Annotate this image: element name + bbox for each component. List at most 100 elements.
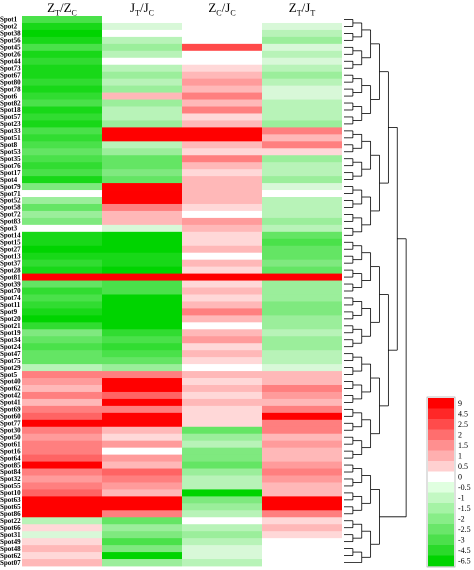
- row-label: Spot10: [0, 489, 21, 497]
- heatmap-cell: [182, 510, 262, 518]
- heatmap-cell: [22, 559, 102, 567]
- row-label: Spot57: [0, 113, 21, 121]
- heatmap-cell: [102, 176, 182, 184]
- heatmap-cell: [102, 294, 182, 302]
- heatmap-cell: [182, 99, 262, 107]
- heatmap-cell: [182, 43, 262, 52]
- heatmap-cell: [182, 426, 262, 435]
- heatmap-cell: [262, 29, 342, 38]
- heatmap-cell: [182, 183, 262, 191]
- heatmap-cell: [102, 552, 182, 560]
- heatmap-cell: [102, 22, 182, 31]
- heatmap-cell: [22, 294, 102, 302]
- row-label: Spot62: [0, 552, 21, 560]
- legend-swatch: [428, 534, 454, 546]
- row-label: Spot6: [0, 92, 18, 100]
- row-label: Spot5: [0, 371, 18, 379]
- col3-main2: J: [225, 0, 231, 15]
- heatmap-cell: [22, 252, 102, 261]
- row-label: Spot70: [0, 287, 21, 295]
- row-label: Spot80: [0, 78, 21, 86]
- heatmap-cell: [102, 210, 182, 219]
- heatmap-cell: [262, 210, 342, 219]
- heatmap-cell: [102, 524, 182, 532]
- heatmap-cell: [102, 245, 182, 254]
- row-label: Spot74: [0, 294, 21, 302]
- heatmap-cell: [182, 197, 262, 205]
- heatmap-cell: [102, 127, 182, 135]
- heatmap-cell: [22, 538, 102, 546]
- heatmap-cell: [22, 440, 102, 449]
- row-label: Spot49: [0, 538, 21, 546]
- heatmap-cell: [22, 16, 102, 24]
- heatmap-cell: [262, 440, 342, 449]
- heatmap-cell: [262, 287, 342, 295]
- heatmap-cell: [262, 412, 342, 421]
- row-label: Spot8: [0, 141, 18, 149]
- heatmap-cell: [102, 134, 182, 142]
- heatmap-cell: [102, 426, 182, 435]
- heatmap-cell: [102, 461, 182, 469]
- col4-sub: T: [296, 8, 302, 18]
- heatmap-cell: [102, 322, 182, 330]
- heatmap-cell: [182, 489, 262, 497]
- heatmap-cell: [182, 29, 262, 38]
- heatmap-cell: [182, 440, 262, 449]
- heatmap-cell: [182, 531, 262, 539]
- heatmap-cell: [102, 217, 182, 226]
- heatmap-cell: [182, 496, 262, 504]
- column-header-zt-zc: ZT/ZC: [47, 0, 77, 18]
- heatmap-cell: [262, 419, 342, 428]
- row-label: Spot30: [0, 426, 21, 434]
- row-label: Spot2: [0, 23, 18, 31]
- heatmap-cell: [102, 468, 182, 476]
- heatmap-cell: [102, 545, 182, 553]
- heatmap-cell: [262, 357, 342, 365]
- heatmap-cell: [102, 447, 182, 456]
- heatmap-cell: [102, 78, 182, 87]
- heatmap-cell: [22, 336, 102, 344]
- row-label: Spot84: [0, 468, 21, 476]
- heatmap-cell: [102, 391, 182, 400]
- heatmap-cell: [182, 238, 262, 247]
- heatmap-cell: [262, 468, 342, 476]
- row-label: Spot86: [0, 510, 21, 518]
- heatmap-cell: [262, 489, 342, 497]
- heatmap-cell: [22, 22, 102, 31]
- row-label: Spot55: [0, 482, 21, 490]
- heatmap-cell: [22, 357, 102, 365]
- heatmap-cell: [262, 266, 342, 274]
- row-label: Spot82: [0, 99, 21, 107]
- heatmap-cell: [182, 224, 262, 233]
- row-label: Spot40: [0, 378, 21, 386]
- heatmap-cell: [262, 50, 342, 59]
- heatmap-cell: [182, 412, 262, 421]
- heatmap-cell: [182, 148, 262, 156]
- heatmap-cell: [262, 57, 342, 66]
- col4-main: Z: [288, 0, 297, 15]
- heatmap-cell: [262, 301, 342, 309]
- heatmap-cell: [182, 71, 262, 80]
- row-label: Spot62: [0, 385, 21, 393]
- heatmap-cell: [182, 78, 262, 87]
- row-label: Spot81: [0, 273, 21, 281]
- heatmap-cell: [22, 552, 102, 560]
- heatmap-cell: [182, 259, 262, 268]
- heatmap-cell: [262, 503, 342, 511]
- heatmap-cell: [102, 141, 182, 149]
- heatmap-cell: [182, 350, 262, 358]
- heatmap-cell: [102, 371, 182, 379]
- heatmap-cell: [182, 50, 262, 59]
- row-label: Spot11: [0, 301, 21, 309]
- heatmap-cell: [22, 329, 102, 337]
- heatmap-cell: [262, 496, 342, 504]
- legend-tick-label: 1.5: [458, 441, 468, 450]
- legend-tick-label: 0: [458, 472, 462, 481]
- heatmap-cell: [102, 148, 182, 156]
- heatmap-cell: [182, 217, 262, 226]
- heatmap-cell: [102, 280, 182, 288]
- heatmap-cell: [182, 371, 262, 379]
- heatmap-cell: [102, 559, 182, 567]
- row-label: Spot51: [0, 134, 21, 142]
- heatmap-cell: [262, 190, 342, 198]
